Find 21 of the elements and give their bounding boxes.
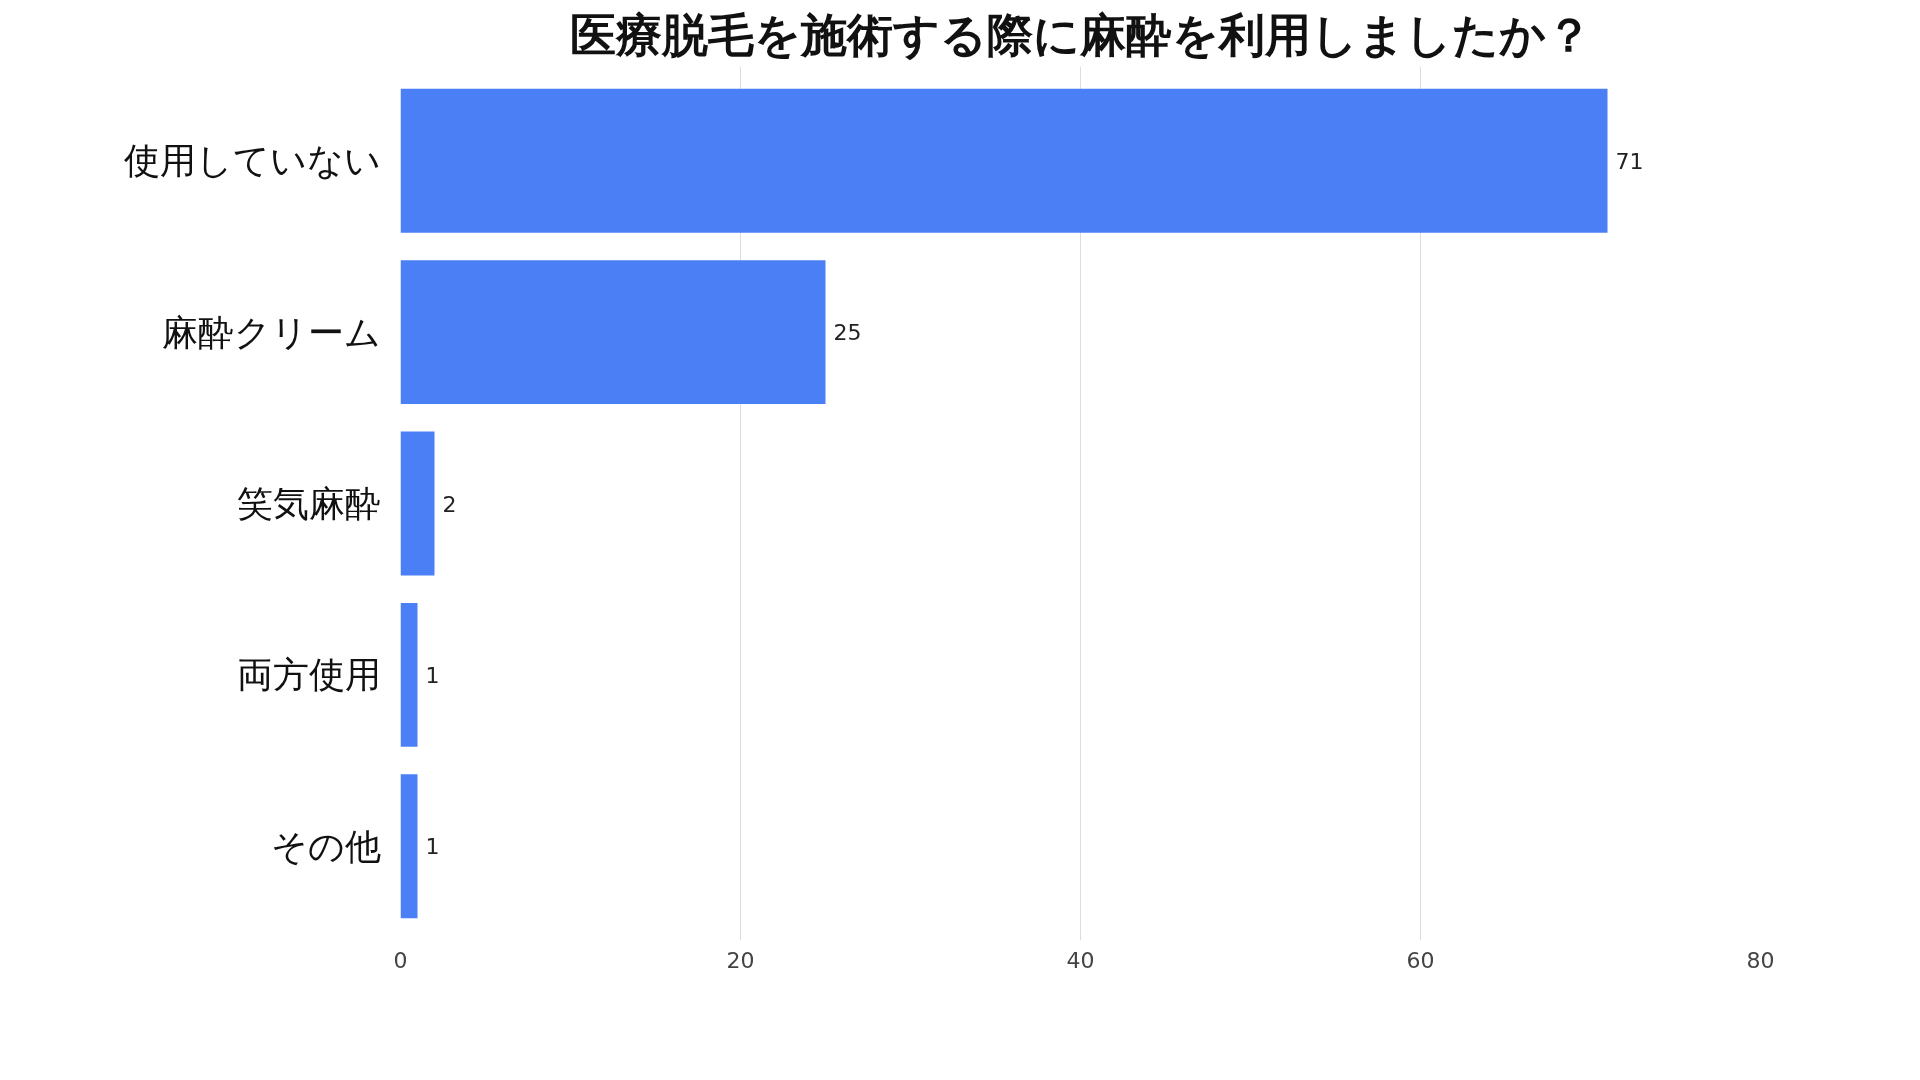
data-label: 2 [442,491,457,517]
y-tick-label: 笑気麻酔 [236,483,381,524]
data-label: 1 [425,662,440,688]
y-tick-label: 使用していない [123,140,381,182]
bar [400,602,418,747]
y-tick-label: その他 [270,825,381,867]
x-tick-label: 40 [1066,947,1095,973]
bar [400,774,418,919]
data-label: 1 [425,834,440,860]
bar [400,431,435,576]
bar [400,88,1608,233]
x-tick-label: 60 [1406,947,1435,973]
x-tick-label: 20 [726,947,755,973]
y-tick-label: 両方使用 [236,654,381,696]
chart-title: 医療脱毛を施術する際に麻酔を利用しましたか？ [569,7,1592,62]
bar [400,260,826,405]
data-label: 71 [1615,148,1644,174]
x-tick-label: 80 [1746,947,1775,973]
x-tick-label: 0 [393,947,408,973]
data-label: 25 [833,320,862,346]
y-tick-label: 麻酔クリーム [161,311,381,353]
